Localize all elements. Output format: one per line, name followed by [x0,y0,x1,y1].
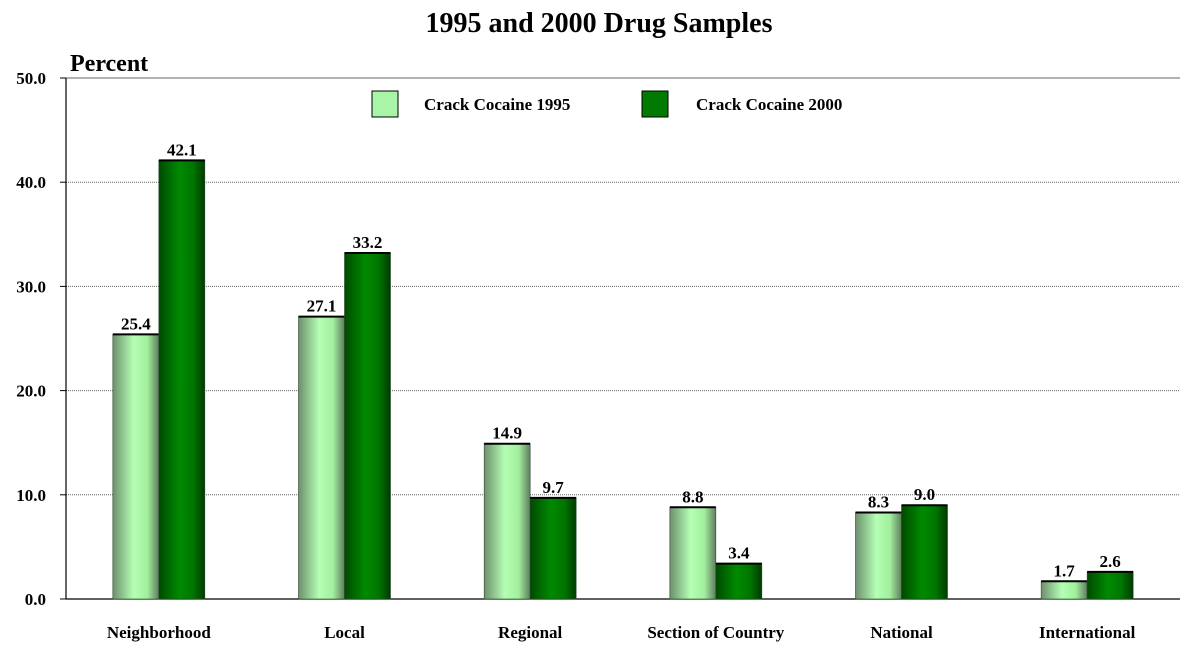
data-label: 8.3 [868,493,889,512]
x-tick-label: Regional [498,623,563,642]
gridlines [66,77,1180,496]
y-tick-label: 0.0 [25,590,46,609]
bar-crack-cocaine-2000 [1086,571,1134,600]
data-label: 2.6 [1100,552,1121,571]
x-tick-label: Neighborhood [107,623,211,642]
data-label: 1.7 [1054,561,1076,580]
bar-crack-cocaine-2000 [715,563,763,600]
x-tick-label: Local [324,623,365,642]
legend-label: Crack Cocaine 2000 [696,95,842,114]
bar-crack-cocaine-1995 [855,512,902,600]
chart-title: 1995 and 2000 Drug Samples [426,8,773,39]
bar-crack-cocaine-1995 [1040,580,1088,600]
y-axis-label: Percent [70,51,148,77]
data-labels: 25.4 42.1 27.1 33.2 14.9 9.7 8.8 3.4 8.3 9.0 1.7 2.… [121,140,1121,580]
data-label: 25.4 [121,314,151,333]
axes: 0.0 10.0 20.0 30.0 40.0 50.0 [16,69,1180,609]
x-tick-label: Section of Country [647,623,784,642]
bar-crack-cocaine-1995 [112,334,160,600]
bar-crack-cocaine-2000 [901,504,948,600]
x-tick-labels: Neighborhood Local Regional Section of Coun… [107,623,1136,642]
data-label: 14.9 [492,424,522,443]
x-tick-label: International [1039,623,1136,642]
data-label: 42.1 [167,140,197,159]
y-tick-label: 20.0 [16,382,46,401]
data-label: 8.8 [682,487,703,506]
legend-swatch [641,90,669,118]
bar-crack-cocaine-1995 [483,443,531,600]
bar-crack-cocaine-2000 [344,252,391,600]
data-label: 9.0 [914,485,935,504]
y-tick-label: 10.0 [16,486,46,505]
y-tick-label: 40.0 [16,173,46,192]
y-tick-label: 30.0 [16,277,46,296]
bar-crack-cocaine-2000 [158,160,206,600]
data-label: 3.4 [728,544,750,563]
legend-label: Crack Cocaine 1995 [424,95,570,114]
bar-crack-cocaine-2000 [529,497,577,600]
y-tick-label: 50.0 [16,69,46,88]
bars [112,159,1134,600]
legend-swatch [371,90,399,118]
data-label: 33.2 [353,233,383,252]
data-label: 27.1 [307,297,337,316]
data-label: 9.7 [543,478,565,497]
x-tick-label: National [870,623,933,642]
bar-crack-cocaine-1995 [669,507,717,600]
legend: Crack Cocaine 1995 Crack Cocaine 2000 [371,90,842,118]
bar-crack-cocaine-1995 [298,316,345,600]
